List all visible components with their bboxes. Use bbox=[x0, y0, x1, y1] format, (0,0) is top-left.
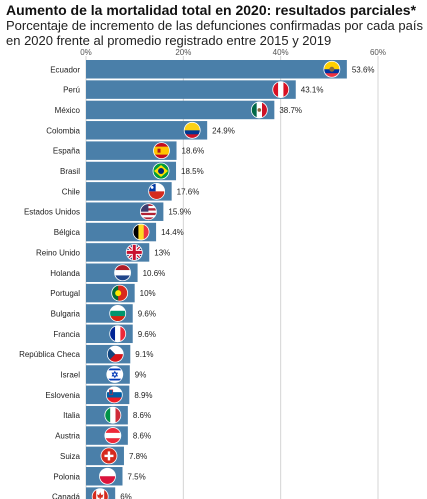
bar bbox=[86, 161, 177, 181]
category-label: Austria bbox=[55, 432, 80, 441]
value-label: 18.6% bbox=[182, 147, 205, 156]
france-flag-icon bbox=[109, 325, 127, 343]
category-label: España bbox=[53, 147, 81, 156]
value-label: 24.9% bbox=[212, 126, 235, 135]
category-label: Holanda bbox=[50, 269, 80, 278]
value-label: 14.4% bbox=[161, 228, 184, 237]
brazil-flag-icon bbox=[152, 162, 170, 180]
usa-flag-icon bbox=[139, 203, 157, 221]
category-label: Estados Unidos bbox=[24, 208, 80, 217]
italy-flag-icon bbox=[104, 406, 122, 424]
category-label: Francia bbox=[53, 330, 80, 339]
value-label: 8.6% bbox=[133, 432, 151, 441]
ecuador-flag-icon bbox=[323, 60, 341, 78]
category-label: Chile bbox=[62, 187, 81, 196]
value-label: 10.6% bbox=[143, 269, 166, 278]
category-label: Bélgica bbox=[54, 228, 81, 237]
category-label: Brasil bbox=[60, 167, 80, 176]
israel-flag-icon bbox=[106, 366, 124, 383]
czech-flag-icon bbox=[106, 345, 124, 363]
category-label: Ecuador bbox=[50, 65, 80, 74]
bar bbox=[86, 100, 275, 120]
category-label: Reino Unido bbox=[36, 248, 81, 257]
value-label: 9.6% bbox=[138, 309, 156, 318]
category-label: Eslovenia bbox=[45, 391, 80, 400]
category-label: Portugal bbox=[50, 289, 80, 298]
canada-flag-icon bbox=[91, 488, 109, 499]
x-tick-label: 20% bbox=[175, 48, 191, 57]
category-label: Perú bbox=[63, 86, 80, 95]
bar bbox=[86, 141, 177, 160]
category-label: México bbox=[55, 106, 81, 115]
value-label: 9% bbox=[135, 371, 147, 380]
belgium-flag-icon bbox=[132, 223, 150, 241]
category-label: Suiza bbox=[60, 452, 81, 461]
bar bbox=[86, 80, 296, 99]
x-tick-label: 0% bbox=[80, 48, 92, 57]
x-tick-label: 60% bbox=[370, 48, 386, 57]
value-label: 53.6% bbox=[352, 65, 375, 74]
value-label: 9.1% bbox=[135, 350, 153, 359]
slovenia-flag-icon bbox=[105, 386, 123, 404]
category-label: Italia bbox=[63, 411, 80, 420]
flags bbox=[91, 60, 341, 499]
x-tick-label: 40% bbox=[273, 48, 289, 57]
category-labels: Ecuador Perú México Colombia España Brasil Chi… bbox=[19, 65, 80, 499]
category-label: Canadá bbox=[52, 493, 81, 499]
value-label: 17.6% bbox=[177, 187, 200, 196]
bulgaria-flag-icon bbox=[109, 305, 127, 322]
portugal-flag-icon bbox=[111, 284, 129, 302]
value-label: 38.7% bbox=[279, 106, 302, 115]
mexico-flag-icon bbox=[250, 101, 268, 119]
colombia-flag-icon bbox=[183, 121, 201, 139]
austria-flag-icon bbox=[104, 427, 122, 444]
peru-flag-icon bbox=[272, 81, 290, 98]
value-label: 8.6% bbox=[133, 411, 151, 420]
bar bbox=[86, 121, 208, 140]
value-label: 43.1% bbox=[301, 86, 324, 95]
spain-flag-icon bbox=[153, 142, 170, 160]
category-label: Polonia bbox=[53, 472, 80, 481]
value-label: 18.5% bbox=[181, 167, 204, 176]
value-label: 7.5% bbox=[128, 472, 146, 481]
netherlands-flag-icon bbox=[114, 264, 131, 282]
category-label: Colombia bbox=[46, 126, 80, 135]
value-label: 9.6% bbox=[138, 330, 156, 339]
value-label: 8.9% bbox=[134, 391, 152, 400]
bar bbox=[86, 60, 347, 79]
category-label: Bulgaria bbox=[51, 309, 81, 318]
category-label: Israel bbox=[60, 371, 80, 380]
x-axis-ticks: 0% 20% 40% 60% bbox=[80, 48, 386, 57]
value-label: 15.9% bbox=[168, 208, 191, 217]
value-label: 6% bbox=[120, 493, 132, 499]
poland-flag-icon bbox=[99, 467, 116, 485]
value-label: 10% bbox=[140, 289, 156, 298]
chart-title: Aumento de la mortalidad total en 2020: … bbox=[6, 2, 417, 18]
chile-flag-icon bbox=[148, 182, 166, 200]
switzerland-flag-icon bbox=[100, 447, 118, 465]
chart-subtitle: Porcentaje de incremento de las defuncio… bbox=[6, 18, 423, 48]
value-label: 7.8% bbox=[129, 452, 147, 461]
category-label: República Checa bbox=[19, 350, 80, 359]
value-label: 13% bbox=[154, 248, 170, 257]
value-labels: 53.6% 43.1% 38.7% 24.9% 18.6% 18.5% 17.6% 15.9%… bbox=[120, 65, 374, 499]
